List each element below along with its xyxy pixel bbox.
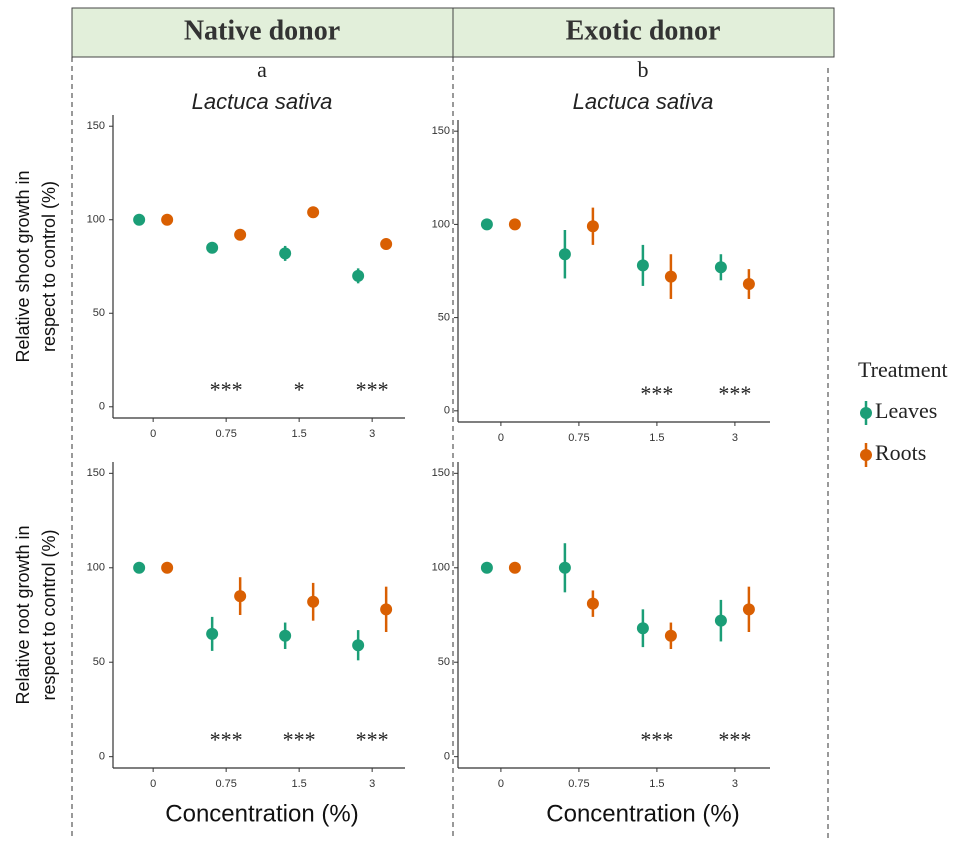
- point: [742, 278, 755, 291]
- y-tick-label: 0: [444, 405, 450, 417]
- y-tick-label: 150: [432, 125, 450, 137]
- legend-label: Leaves: [875, 398, 937, 423]
- y-tick-label: 100: [87, 562, 105, 574]
- panel-label: b: [638, 57, 649, 82]
- x-tick-label: 0: [498, 778, 504, 790]
- header-box: [71, 7, 454, 58]
- significance: ***: [718, 727, 751, 752]
- header-title: Exotic donor: [566, 15, 721, 46]
- y-tick-label: 0: [444, 751, 450, 763]
- panel-title: Lactuca sativa: [573, 89, 714, 114]
- point: [586, 597, 599, 610]
- point: [714, 614, 727, 627]
- point: [352, 639, 365, 652]
- significance: ***: [640, 381, 673, 406]
- point: [206, 241, 219, 254]
- significance: ***: [283, 727, 316, 752]
- y-tick-label: 150: [87, 120, 105, 132]
- y-tick-label: 150: [432, 467, 450, 479]
- x-tick-label: 0.75: [215, 778, 236, 790]
- significance: ***: [356, 377, 389, 402]
- x-axis-label: Concentration (%): [165, 800, 358, 827]
- point: [234, 228, 247, 241]
- y-tick-label: 100: [87, 214, 105, 226]
- point: [508, 218, 521, 231]
- y-axis-label: Relative root growth in: [13, 525, 33, 704]
- significance: ***: [640, 727, 673, 752]
- y-tick-label: 100: [432, 562, 450, 574]
- header-title: Native donor: [184, 15, 340, 46]
- x-tick-label: 3: [369, 428, 375, 440]
- y-tick-label: 150: [87, 467, 105, 479]
- point: [480, 561, 493, 574]
- point: [508, 561, 521, 574]
- x-tick-label: 3: [732, 778, 738, 790]
- x-tick-label: 1.5: [292, 428, 307, 440]
- point: [161, 561, 174, 574]
- point: [279, 247, 292, 260]
- x-tick-label: 0.75: [215, 428, 236, 440]
- panel-label: a: [257, 57, 267, 82]
- legend-title: Treatment: [858, 357, 948, 382]
- x-tick-label: 0.75: [568, 778, 589, 790]
- point: [133, 561, 146, 574]
- x-tick-label: 3: [732, 432, 738, 444]
- legend-key: [860, 407, 872, 419]
- y-tick-label: 100: [432, 218, 450, 230]
- y-axis-label: respect to control (%): [39, 181, 59, 352]
- x-tick-label: 1.5: [649, 778, 664, 790]
- y-tick-label: 50: [93, 656, 105, 668]
- point: [480, 218, 493, 231]
- y-axis-label: Relative shoot growth in: [13, 170, 33, 362]
- header-box: [452, 7, 835, 58]
- point: [664, 629, 677, 642]
- x-axis-label: Concentration (%): [546, 800, 739, 827]
- point: [307, 595, 320, 608]
- point: [133, 213, 146, 226]
- y-tick-label: 0: [99, 751, 105, 763]
- y-tick-label: 50: [93, 307, 105, 319]
- x-tick-label: 0: [150, 428, 156, 440]
- y-tick-label: 50: [438, 656, 450, 668]
- point: [742, 603, 755, 616]
- legend-label: Roots: [875, 440, 926, 465]
- y-tick-label: 0: [99, 401, 105, 413]
- point: [380, 238, 393, 251]
- point: [558, 248, 571, 261]
- legend-key: [860, 449, 872, 461]
- point: [352, 269, 365, 282]
- x-tick-label: 3: [369, 778, 375, 790]
- point: [161, 213, 174, 226]
- point: [714, 261, 727, 274]
- significance: ***: [210, 727, 243, 752]
- point: [636, 622, 649, 635]
- point: [234, 590, 247, 603]
- point: [279, 629, 292, 642]
- point: [206, 627, 219, 640]
- point: [664, 270, 677, 283]
- point: [380, 603, 393, 616]
- panel-title: Lactuca sativa: [192, 89, 333, 114]
- point: [307, 206, 320, 219]
- point: [586, 220, 599, 233]
- significance: ***: [210, 377, 243, 402]
- x-tick-label: 0.75: [568, 432, 589, 444]
- significance: ***: [718, 381, 751, 406]
- x-tick-label: 0: [498, 432, 504, 444]
- point: [558, 561, 571, 574]
- y-tick-label: 50: [438, 312, 450, 324]
- x-tick-label: 1.5: [649, 432, 664, 444]
- significance: *: [294, 377, 305, 402]
- point: [636, 259, 649, 272]
- y-axis-label: respect to control (%): [39, 529, 59, 700]
- x-tick-label: 1.5: [292, 778, 307, 790]
- x-tick-label: 0: [150, 778, 156, 790]
- significance: ***: [356, 727, 389, 752]
